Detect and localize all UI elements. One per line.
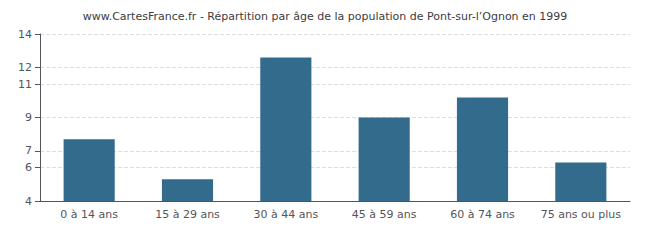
- svg-text:4: 4: [25, 195, 32, 208]
- svg-text:www.CartesFrance.fr - Répartit: www.CartesFrance.fr - Répartition par âg…: [83, 10, 568, 23]
- svg-text:11: 11: [18, 78, 32, 91]
- svg-text:7: 7: [25, 144, 32, 157]
- svg-text:45 à 59 ans: 45 à 59 ans: [352, 208, 417, 221]
- svg-text:14: 14: [18, 28, 32, 41]
- svg-text:15 à 29 ans: 15 à 29 ans: [155, 208, 220, 221]
- svg-text:9: 9: [25, 111, 32, 124]
- svg-text:6: 6: [25, 161, 32, 174]
- svg-text:60 à 74 ans: 60 à 74 ans: [450, 208, 515, 221]
- svg-text:30 à 44 ans: 30 à 44 ans: [253, 208, 318, 221]
- svg-text:12: 12: [18, 61, 32, 74]
- svg-text:75 ans ou plus: 75 ans ou plus: [541, 208, 622, 221]
- svg-text:0 à 14 ans: 0 à 14 ans: [60, 208, 118, 221]
